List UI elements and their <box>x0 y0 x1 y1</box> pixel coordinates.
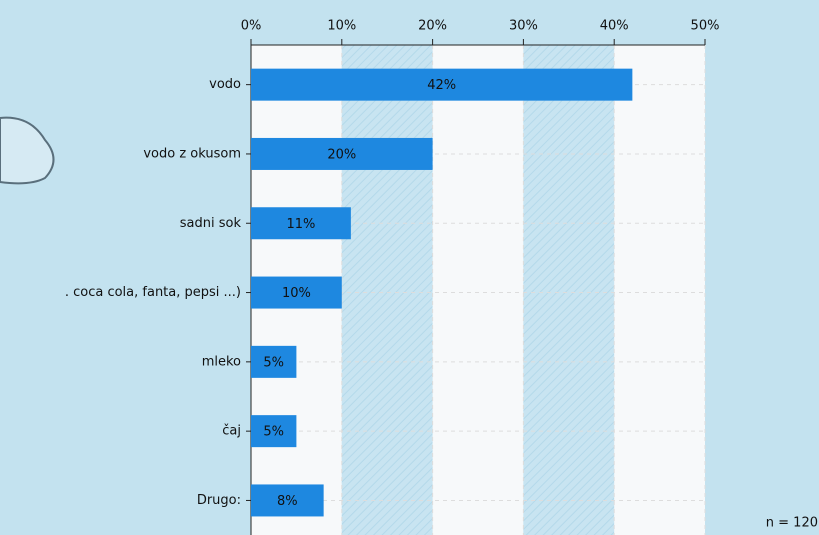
bar-value-label: 8% <box>277 494 298 509</box>
bar-value-label: 42% <box>427 78 456 93</box>
page: 0% 10% 20% 30% 40% 50% vodo 42% vodo z okusom 20%… <box>0 0 819 535</box>
y-tick-label: vodo <box>209 77 241 92</box>
plot-band <box>342 45 433 535</box>
y-tick-label: Drugo: <box>197 493 241 508</box>
bar-value-label: 10% <box>282 286 311 301</box>
x-tick-label: 20% <box>418 19 447 34</box>
plot-band <box>433 45 524 535</box>
sample-size: n = 120 <box>766 516 818 531</box>
bar-value-label: 5% <box>263 425 284 440</box>
x-tick-label: 30% <box>509 19 538 34</box>
bar-value-label: 5% <box>263 355 284 370</box>
y-tick-label: vodo z okusom <box>143 146 241 161</box>
y-tick-label: mleko <box>202 354 241 369</box>
x-tick-label: 40% <box>600 19 629 34</box>
plot-band <box>523 45 614 535</box>
y-tick-label: čaj <box>222 424 241 439</box>
x-tick-label: 0% <box>241 19 262 34</box>
bar-value-label: 11% <box>286 217 315 232</box>
x-tick-label: 50% <box>691 19 720 34</box>
chart: 0% 10% 20% 30% 40% 50% vodo 42% vodo z okusom 20%… <box>0 0 819 535</box>
y-tick-label: . coca cola, fanta, pepsi ...) <box>65 285 241 300</box>
bar-value-label: 20% <box>327 147 356 162</box>
plot-band <box>614 45 705 535</box>
x-tick-label: 10% <box>327 19 356 34</box>
y-tick-label: sadni sok <box>180 216 242 231</box>
